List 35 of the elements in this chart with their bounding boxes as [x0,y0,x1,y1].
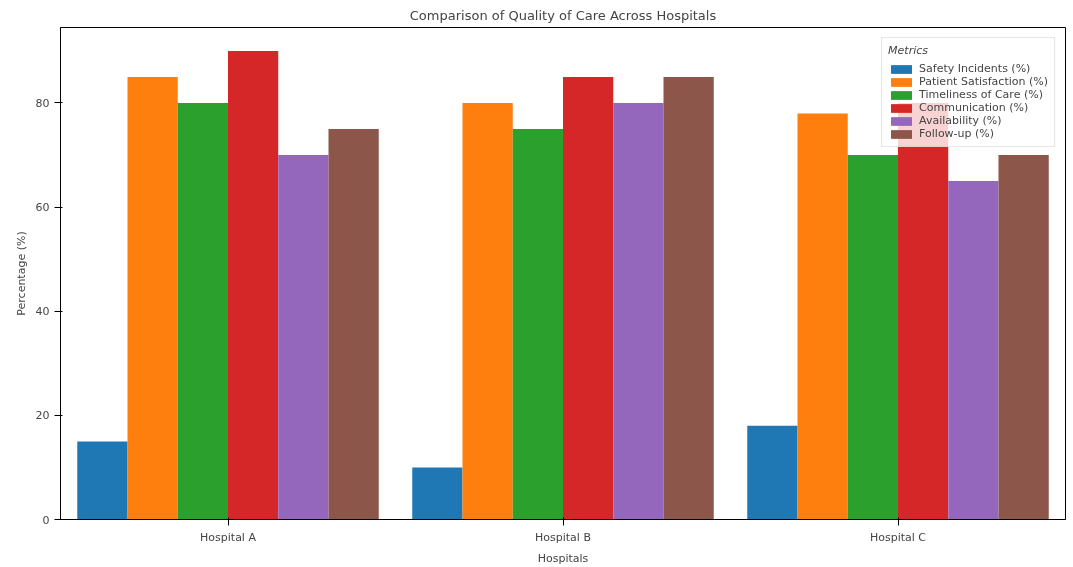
bar [613,102,664,520]
bar [177,102,228,520]
x-tick-label: Hospital C [869,530,927,544]
legend-title: Metrics [888,44,930,57]
x-tick-label: Hospital A [200,530,257,544]
bar [77,441,128,520]
bar [847,155,898,520]
bar [998,155,1049,520]
bar [797,113,848,520]
bar [512,129,563,520]
x-tick-label: Hospital B [535,530,591,544]
bar [278,155,329,520]
y-tick-label: 80 [35,96,50,110]
bar [412,467,463,520]
y-axis-title: Percentage (%) [14,231,28,316]
y-tick-label: 0 [42,513,50,527]
bar [127,76,178,520]
y-tick-label: 20 [35,409,50,423]
bar [462,102,513,520]
y-tick-label: 40 [35,305,50,319]
legend-label: Communication (%) [919,101,1029,114]
bar [663,76,714,520]
legend-label: Availability (%) [919,114,1002,127]
legend-label: Patient Satisfaction (%) [919,75,1048,88]
bar [228,50,279,520]
bar [747,425,798,520]
legend-label: Timeliness of Care (%) [919,88,1043,101]
y-tick-label: 60 [35,201,50,215]
bar [563,76,614,520]
chart-title: Comparison of Quality of Care Across Hospitals [409,7,717,23]
bar [948,181,999,520]
legend-label: Safety Incidents (%) [919,62,1031,75]
x-axis-title: Hospitals [537,551,589,565]
bar [328,129,379,520]
legend-label: Follow-up (%) [919,127,995,140]
